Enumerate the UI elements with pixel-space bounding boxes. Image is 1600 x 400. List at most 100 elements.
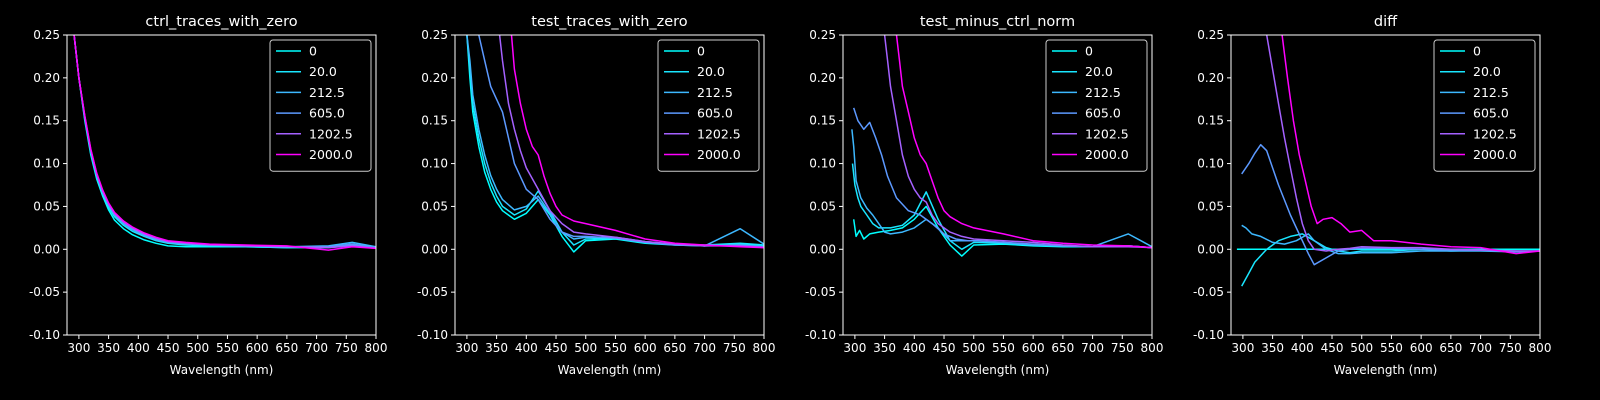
x-tick-label: 450 (545, 341, 568, 355)
x-tick-label: 600 (1410, 341, 1433, 355)
series-line-0 (852, 205, 1152, 257)
y-tick-label: 0.05 (33, 199, 60, 213)
y-tick-label: 0.05 (1197, 199, 1224, 213)
x-tick-label: 550 (604, 341, 627, 355)
x-axis-label: Wavelength (nm) (170, 363, 274, 377)
x-tick-label: 350 (1261, 341, 1284, 355)
legend-entry: 212.5 (697, 85, 733, 100)
y-tick-label: 0.15 (33, 114, 60, 128)
x-tick-label: 550 (992, 341, 1015, 355)
y-tick-label: -0.10 (805, 328, 836, 342)
legend: 0 20.0 212.5 605.0 1202.5 2000.0 (657, 39, 760, 172)
series-line-212.5 (1241, 224, 1540, 255)
x-tick-label: 350 (97, 341, 120, 355)
y-tick-label: -0.10 (417, 328, 448, 342)
x-tick-label: 500 (574, 341, 597, 355)
x-tick-label: 300 (455, 341, 478, 355)
x-tick-label: 600 (634, 341, 657, 355)
x-tick-label: 700 (305, 341, 328, 355)
y-tick-label: 0.00 (33, 242, 60, 256)
y-tick-label: -0.05 (29, 285, 60, 299)
x-tick-label: 750 (1111, 341, 1134, 355)
y-tick-label: 0.20 (809, 71, 836, 85)
x-tick-label: 350 (485, 341, 508, 355)
legend-entry: 605.0 (1473, 106, 1509, 121)
y-tick-label: 0.20 (33, 71, 60, 85)
legend-box (269, 39, 372, 172)
legend-entry: 2000.0 (309, 147, 353, 162)
legend-box (1045, 39, 1148, 172)
series-line-605.0 (478, 35, 764, 248)
legend-entry: 605.0 (1085, 106, 1121, 121)
legend-entry: 605.0 (309, 106, 345, 121)
y-tick-label: 0.10 (421, 157, 448, 171)
legend-entry: 0 (1473, 44, 1481, 59)
series-line-1202.5 (883, 35, 1152, 249)
chart-title: test_minus_ctrl_norm (920, 14, 1075, 30)
x-tick-label: 450 (157, 341, 180, 355)
legend-entry: 0 (309, 44, 317, 59)
legend-entry: 2000.0 (697, 147, 741, 162)
y-tick-label: -0.05 (417, 285, 448, 299)
y-tick-label: 0.15 (809, 114, 836, 128)
x-tick-label: 800 (753, 341, 776, 355)
series-line-605.0 (1241, 143, 1540, 266)
series-group (1236, 35, 1540, 287)
legend: 0 20.0 212.5 605.0 1202.5 2000.0 (1045, 39, 1148, 172)
legend-entry: 1202.5 (1473, 126, 1517, 141)
y-tick-label: 0.05 (809, 199, 836, 213)
x-tick-label: 500 (962, 341, 985, 355)
x-tick-label: 500 (1350, 341, 1373, 355)
x-tick-label: 400 (127, 341, 150, 355)
y-tick-label: 0.15 (1197, 114, 1224, 128)
chart-title: ctrl_traces_with_zero (145, 14, 297, 30)
x-tick-label: 750 (723, 341, 746, 355)
series-line-605.0 (852, 107, 1152, 249)
x-tick-label: 350 (873, 341, 896, 355)
chart-title: test_traces_with_zero (531, 14, 688, 30)
legend-entry: 212.5 (1085, 85, 1121, 100)
legend: 0 20.0 212.5 605.0 1202.5 2000.0 (269, 39, 372, 172)
y-tick-label: 0.15 (421, 114, 448, 128)
x-tick-label: 500 (186, 341, 209, 355)
x-tick-label: 400 (515, 341, 538, 355)
y-tick-label: -0.10 (1193, 328, 1224, 342)
x-tick-label: 400 (903, 341, 926, 355)
legend-box (657, 39, 760, 172)
series-group (466, 35, 764, 253)
x-axis-label: Wavelength (nm) (558, 363, 662, 377)
series-group (851, 35, 1152, 257)
series-line-2000.0 (510, 35, 764, 249)
legend-entry: 212.5 (309, 85, 345, 100)
x-tick-label: 700 (693, 341, 716, 355)
legend-entry: 1202.5 (697, 126, 741, 141)
y-tick-label: 0.00 (809, 242, 836, 256)
x-tick-label: 650 (663, 341, 686, 355)
y-tick-label: 0.10 (1197, 157, 1224, 171)
x-tick-label: 750 (335, 341, 358, 355)
series-line-1202.5 (498, 35, 764, 249)
x-tick-label: 800 (1529, 341, 1552, 355)
axes-frame (454, 34, 765, 336)
legend-box (1433, 39, 1536, 172)
x-tick-label: 700 (1081, 341, 1104, 355)
x-axis-label: Wavelength (nm) (946, 363, 1050, 377)
axes-frame (1230, 34, 1541, 336)
legend-entry: 2000.0 (1473, 147, 1517, 162)
legend-entry: 212.5 (1473, 85, 1509, 100)
x-tick-label: 550 (1380, 341, 1403, 355)
y-tick-label: 0.20 (421, 71, 448, 85)
x-tick-label: 650 (1439, 341, 1462, 355)
legend-entry: 20.0 (1473, 64, 1501, 79)
y-tick-label: 0.10 (33, 157, 60, 171)
x-tick-label: 300 (1231, 341, 1254, 355)
series-group (73, 35, 376, 251)
x-tick-label: 650 (275, 341, 298, 355)
y-tick-label: 0.10 (809, 157, 836, 171)
x-tick-label: 700 (1469, 341, 1492, 355)
x-tick-label: 600 (246, 341, 269, 355)
x-tick-label: 300 (67, 341, 90, 355)
series-line-2000.0 (1281, 35, 1540, 255)
axes-frame (66, 34, 377, 336)
